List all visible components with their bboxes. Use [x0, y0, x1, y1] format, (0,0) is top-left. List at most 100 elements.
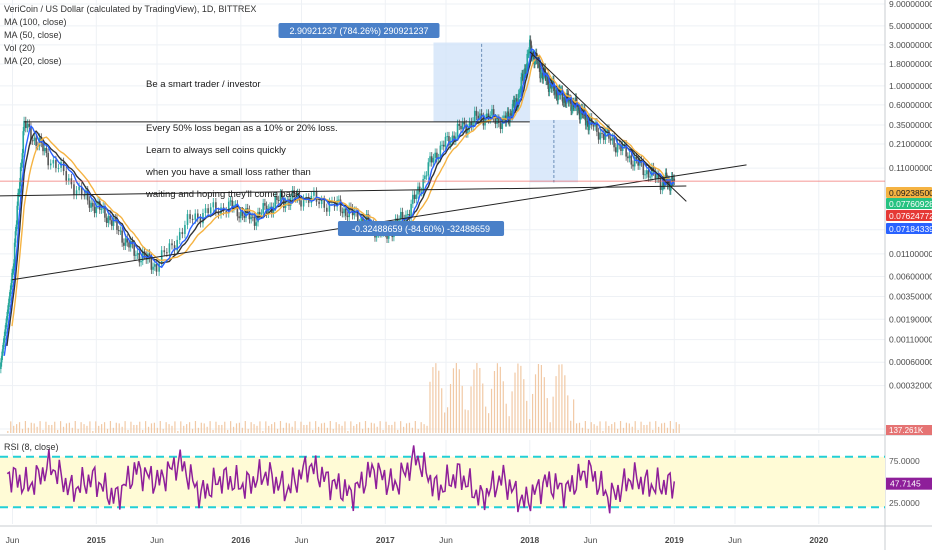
volume-bar: [473, 369, 475, 433]
volume-badge-label: 137.261K: [889, 426, 924, 435]
volume-bar: [315, 421, 317, 433]
candle: [575, 97, 578, 103]
candle: [252, 216, 254, 218]
price-axis-tick-label: 0.00190000: [889, 314, 932, 324]
candle: [441, 144, 443, 146]
measure-down-label: -0.32488659 (-84.60%) -32488659: [337, 221, 505, 236]
price-badge-bg: [886, 223, 932, 234]
candle: [246, 208, 249, 210]
candle: [492, 109, 495, 119]
candle: [627, 156, 629, 159]
volume-badge-bg: [886, 425, 932, 435]
volume-bar: [80, 422, 82, 433]
price-axis-tick-label: 1.00000000: [889, 81, 932, 91]
candle: [186, 214, 189, 225]
candle: [439, 145, 442, 159]
price-axis-tick-label: 0.35000000: [889, 120, 932, 130]
candle: [494, 118, 497, 124]
candle: [582, 113, 584, 115]
candle: [521, 74, 523, 77]
volume-bar: [608, 425, 610, 433]
volume-bar: [446, 407, 449, 433]
annotation-line-5: waiting and hoping they'll come back.: [146, 189, 304, 200]
volume-bar: [628, 423, 630, 433]
candle: [293, 190, 295, 198]
candle: [204, 208, 207, 214]
candle: [429, 156, 431, 163]
candle: [563, 96, 565, 103]
volume-bar: [300, 421, 302, 433]
candle: [90, 202, 92, 208]
volume-bar: [529, 419, 531, 433]
volume-bar: [361, 428, 364, 433]
time-axis-tick-label: 2018: [520, 535, 539, 545]
candle: [461, 121, 464, 130]
volume-bar: [660, 423, 663, 433]
candle: [178, 232, 181, 240]
volume-bar: [51, 424, 53, 433]
candle: [522, 74, 524, 81]
candle: [343, 208, 345, 214]
time-axis-tick-label: Jun: [295, 535, 309, 545]
volume-bar: [235, 423, 238, 433]
volume-bar: [441, 388, 443, 433]
candle: [150, 258, 153, 270]
volume-bar: [323, 422, 326, 433]
candle: [592, 125, 595, 127]
candle: [19, 166, 22, 183]
price-axis-tick-label: 9.00000000: [889, 0, 932, 9]
candle: [480, 113, 483, 117]
candle: [124, 238, 127, 246]
candle: [189, 214, 191, 219]
candle: [55, 160, 57, 169]
volume-bar: [309, 421, 311, 433]
candle: [585, 120, 588, 126]
measure-up-label-bg: [278, 23, 440, 38]
price-axis-tick-label: 0.01100000: [889, 249, 932, 259]
candle: [470, 121, 473, 127]
rsi-pane-label[interactable]: RSI (8, close): [4, 442, 59, 452]
price-badge-label: 0.07624772: [889, 211, 932, 221]
candle: [613, 137, 615, 148]
candle: [615, 147, 617, 153]
candle: [135, 254, 137, 256]
candle: [566, 93, 569, 95]
volume-bar: [282, 427, 285, 433]
volume-bar: [555, 376, 557, 433]
candle: [425, 175, 428, 177]
candle: [207, 208, 209, 214]
volume-bar: [420, 422, 422, 433]
volume-bar: [470, 386, 472, 433]
price-axis-tick-label: 0.21000000: [889, 139, 932, 149]
volume-bar: [329, 421, 331, 433]
candle: [277, 199, 280, 201]
volume-bar: [356, 424, 358, 433]
candle: [320, 199, 323, 205]
candle: [30, 126, 32, 141]
candle: [524, 68, 527, 74]
candle: [422, 179, 424, 193]
volume-bar: [622, 427, 625, 433]
candle: [68, 178, 70, 181]
volume-bar: [435, 363, 437, 433]
candle: [92, 202, 94, 207]
candle: [35, 137, 37, 146]
volume-bar: [238, 422, 241, 433]
volume-bar: [567, 395, 569, 433]
candle: [25, 120, 27, 129]
candle: [225, 211, 227, 214]
volume-bar: [511, 391, 513, 433]
volume-bar: [145, 421, 147, 433]
measure-up-label-text: 2.90921237 (784.26%) 290921237: [289, 26, 428, 36]
candle: [449, 141, 452, 146]
volume-bar: [227, 429, 229, 433]
candle: [546, 76, 548, 81]
candle: [140, 260, 142, 263]
volume-bar: [188, 422, 191, 433]
candle: [217, 211, 220, 215]
text-annotation[interactable]: Be a smart trader / investor Every 50% l…: [146, 68, 346, 211]
volume-bar: [30, 422, 32, 433]
candle: [43, 147, 46, 152]
